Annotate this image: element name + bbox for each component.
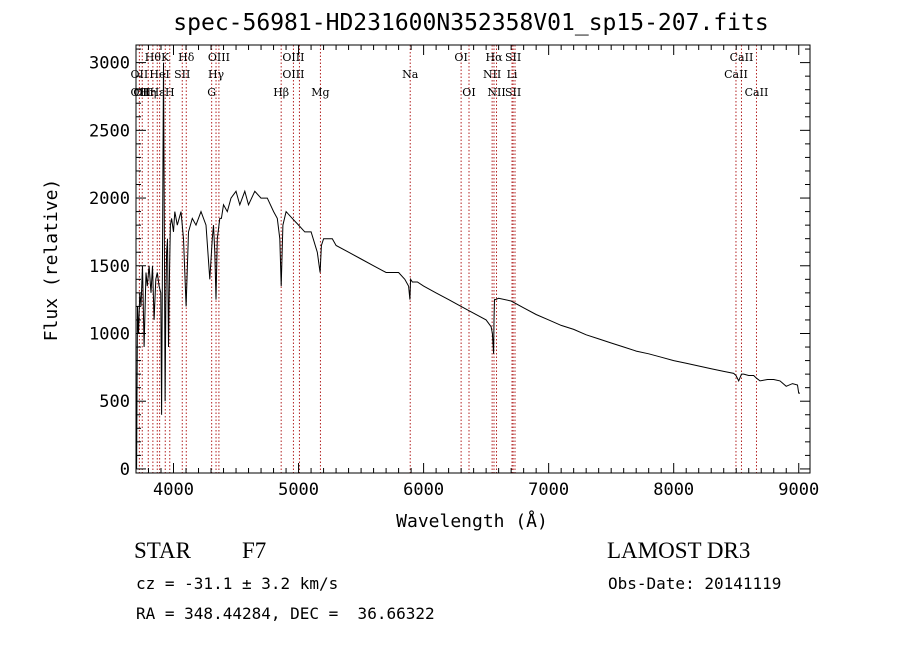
line-label: NII (487, 86, 505, 99)
line-label: Na (402, 68, 419, 81)
coordinates: RA = 348.44284, DEC = 36.66322 (136, 604, 435, 623)
line-label: CaII (745, 86, 769, 99)
obs-date: Obs-Date: 20141119 (608, 574, 782, 593)
line-label: CaII (730, 51, 754, 64)
line-label: Mg (311, 86, 329, 99)
x-axis-label: Wavelength (Å) (396, 510, 548, 532)
y-tick-label: 1500 (89, 257, 130, 277)
line-label: Hα (485, 51, 503, 64)
line-label: NII (483, 68, 501, 81)
line-label: OII (131, 68, 149, 81)
y-tick-label: 3000 (89, 54, 130, 74)
line-label: OII (131, 86, 149, 99)
x-tick-label: 7000 (528, 480, 569, 500)
x-tick-label: 8000 (653, 480, 694, 500)
y-tick-label: 1000 (89, 324, 130, 344)
y-tick-label: 2000 (89, 189, 130, 209)
object-class: STAR (134, 538, 191, 563)
chart-title: spec-56981-HD231600N352358V01_sp15-207.f… (173, 10, 768, 36)
line-label: HeI (149, 68, 169, 81)
line-label: SII (505, 51, 521, 64)
line-label: Hθ (145, 51, 162, 64)
line-label: Hβ (273, 86, 289, 99)
spectrum-line (135, 62, 800, 469)
subclass: F7 (242, 538, 267, 563)
x-axis: 4000 5000 6000 7000 8000 9000 (135, 45, 819, 500)
line-label: Hη (140, 86, 156, 99)
line-label: OIII (282, 68, 304, 81)
x-tick-label: 5000 (278, 480, 319, 500)
y-tick-label: 500 (99, 392, 130, 412)
x-tick-label: 9000 (778, 480, 819, 500)
y-axis: 0 500 1000 1500 2000 2500 3000 (89, 48, 810, 480)
y-tick-label: 0 (120, 460, 130, 480)
redshift-info: cz = -31.1 ± 3.2 km/s (136, 574, 339, 593)
line-label: SII (174, 68, 190, 81)
line-label: Hδ (178, 51, 195, 64)
line-label: K (161, 51, 170, 64)
line-label: Li (507, 68, 518, 81)
spectral-line-markers (138, 45, 757, 473)
line-label: OIII (282, 51, 304, 64)
x-tick-label: 6000 (403, 480, 444, 500)
line-label: OI (462, 86, 475, 99)
spectral-line-labels: OIIOIIOIIHηHθHεHeIKHSIIHδGHγOIIIHβOIIIOI… (131, 51, 769, 99)
line-label: SII (505, 86, 521, 99)
line-label: H (165, 86, 175, 99)
x-tick-label: 4000 (153, 480, 194, 500)
survey-label: LAMOST DR3 (607, 538, 751, 563)
y-axis-label: Flux (relative) (41, 179, 62, 342)
plot-frame (135, 44, 811, 474)
line-label: Hγ (208, 68, 225, 81)
line-label: OI (454, 51, 467, 64)
line-label: CaII (724, 68, 748, 81)
line-label: G (207, 86, 216, 99)
y-tick-label: 2500 (89, 121, 130, 141)
line-label: OIII (208, 51, 230, 64)
line-label: Hε (150, 86, 166, 99)
